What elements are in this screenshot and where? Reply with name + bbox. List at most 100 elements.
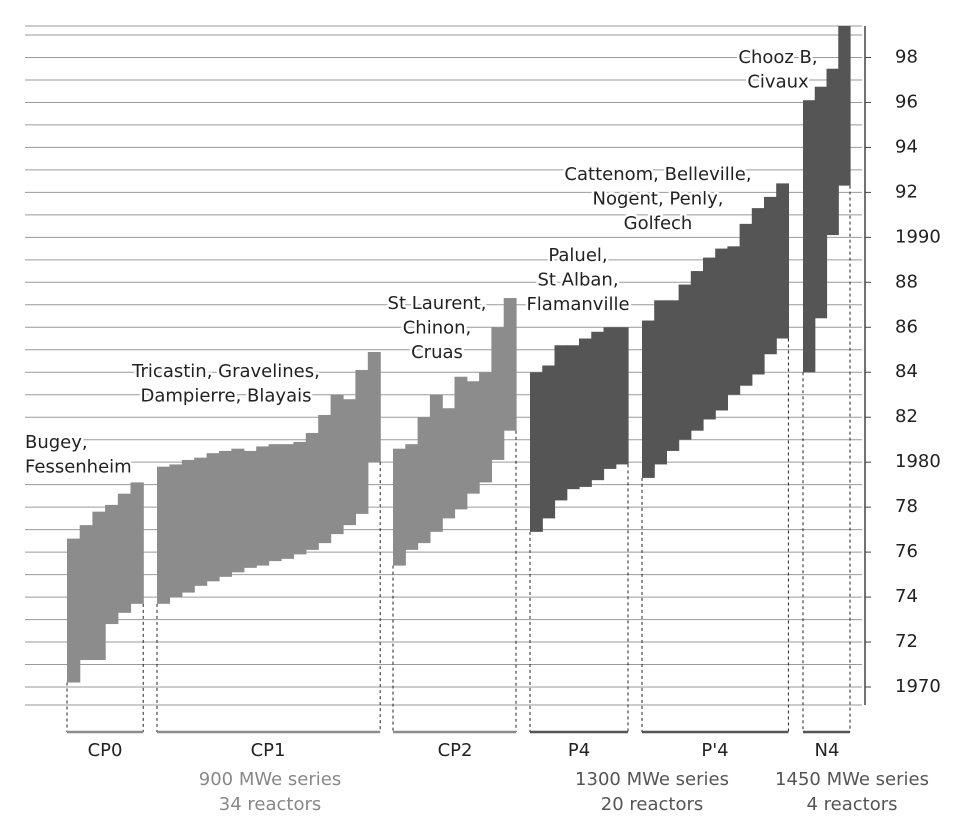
reactor-bar xyxy=(206,453,220,582)
reactor-bar xyxy=(838,26,851,186)
reactor-bar xyxy=(194,457,208,586)
annotation: Nogent, Penly, xyxy=(593,189,724,210)
reactor-bar xyxy=(417,417,431,544)
y-tick-label: 86 xyxy=(895,316,918,337)
annotation: Dampierre, Blayais xyxy=(141,386,312,407)
reactor-bar xyxy=(268,444,282,562)
reactor-bar xyxy=(181,459,195,593)
reactor-bar xyxy=(554,345,568,501)
annotation: Chooz B, xyxy=(738,47,817,68)
reactor-bar xyxy=(678,284,692,440)
reactor-bar xyxy=(703,257,716,420)
reactor-bar xyxy=(466,381,480,494)
reactor-bar xyxy=(826,68,839,236)
reactor-bar xyxy=(751,208,765,375)
reactor-bar xyxy=(715,248,728,411)
y-tick-label: 78 xyxy=(895,496,918,517)
reactor-bar xyxy=(256,446,270,566)
reactor-bar xyxy=(764,196,777,355)
reactor-bar xyxy=(355,369,369,514)
reactor-bar xyxy=(219,450,232,577)
reactor-bar xyxy=(579,338,592,487)
group-label: CP0 xyxy=(88,740,123,761)
annotation: Paluel, xyxy=(548,245,607,266)
reactor-bar xyxy=(231,448,245,573)
y-tick-label: 84 xyxy=(895,361,918,382)
reactor-bar xyxy=(530,372,543,532)
reactor-bar xyxy=(117,493,132,613)
family-count: 4 reactors xyxy=(806,794,897,815)
reactor-bar xyxy=(727,246,741,395)
reactor-bar xyxy=(690,271,704,431)
annotation: Civaux xyxy=(747,72,809,93)
reactor-bar xyxy=(318,414,332,544)
group-label: P4 xyxy=(568,740,590,761)
annotation: Cruas xyxy=(411,342,463,363)
annotation: Bugey, xyxy=(25,432,88,453)
reactor-bar xyxy=(503,298,517,431)
reactor-bar xyxy=(293,441,307,555)
y-tick-label: 96 xyxy=(895,91,918,112)
annotation: St Laurent, xyxy=(388,293,487,314)
annotation: Golfech xyxy=(624,213,693,234)
family-count: 20 reactors xyxy=(601,794,703,815)
reactor-bar xyxy=(305,432,319,550)
group-label: N4 xyxy=(815,740,840,761)
family-label: 1300 MWe series xyxy=(575,769,729,790)
reactor-bar xyxy=(405,444,419,550)
reactor-bar xyxy=(603,327,617,469)
reactor-bar xyxy=(157,466,170,604)
reactor-bar xyxy=(79,525,93,661)
reactor-bar xyxy=(642,320,655,478)
y-tick-label: 82 xyxy=(895,406,918,427)
reactor-bar xyxy=(442,408,456,519)
y-tick-label: 92 xyxy=(895,181,918,202)
reactor-bar xyxy=(591,331,605,481)
annotation: Flamanville xyxy=(526,294,629,315)
reactor-bar xyxy=(479,372,492,483)
annotation: St Alban, xyxy=(537,270,618,291)
reactor-bar xyxy=(542,365,556,519)
reactor-bar xyxy=(330,394,344,535)
annotation: Chinon, xyxy=(403,318,472,339)
y-tick-label: 72 xyxy=(895,631,918,652)
group-label: CP2 xyxy=(438,740,473,761)
family-label: 900 MWe series xyxy=(199,769,341,790)
reactor-bar xyxy=(67,538,81,683)
reactor-bar xyxy=(130,482,144,604)
family-label: 1450 MWe series xyxy=(775,769,929,790)
reactor-bar xyxy=(343,399,356,526)
reactor-bar xyxy=(454,376,468,510)
reactor-bar xyxy=(654,300,667,465)
reactor-bar xyxy=(776,183,789,339)
annotation: Fessenheim xyxy=(25,457,132,478)
y-tick-label: 76 xyxy=(895,541,918,562)
reactor-bar xyxy=(92,511,106,661)
reactor-bar xyxy=(814,86,828,319)
reactor-bar xyxy=(566,345,580,490)
reactor-bar xyxy=(105,504,119,625)
y-tick-label: 74 xyxy=(895,586,918,607)
annotation: Tricastin, Gravelines, xyxy=(131,361,320,382)
reactor-bar xyxy=(615,327,629,465)
reactor-bar xyxy=(666,300,680,451)
annotation: Cattenom, Belleville, xyxy=(564,164,751,185)
reactor-bar xyxy=(393,448,406,566)
y-tick-label: 1970 xyxy=(895,676,941,697)
y-tick-label: 1990 xyxy=(895,226,941,247)
group-label: P'4 xyxy=(701,740,728,761)
reactor-bar xyxy=(367,352,381,463)
reactor-bar xyxy=(243,450,257,568)
y-tick-label: 98 xyxy=(895,46,918,67)
reactor-bar xyxy=(169,464,183,598)
group-label: CP1 xyxy=(251,740,286,761)
reactor-bar xyxy=(803,100,816,373)
reactor-bar xyxy=(281,444,294,559)
y-tick-label: 1980 xyxy=(895,451,941,472)
reactor-bar xyxy=(491,327,505,460)
y-tick-label: 88 xyxy=(895,271,918,292)
family-count: 34 reactors xyxy=(219,794,321,815)
y-tick-label: 94 xyxy=(895,136,918,157)
reactor-bar xyxy=(739,223,753,386)
